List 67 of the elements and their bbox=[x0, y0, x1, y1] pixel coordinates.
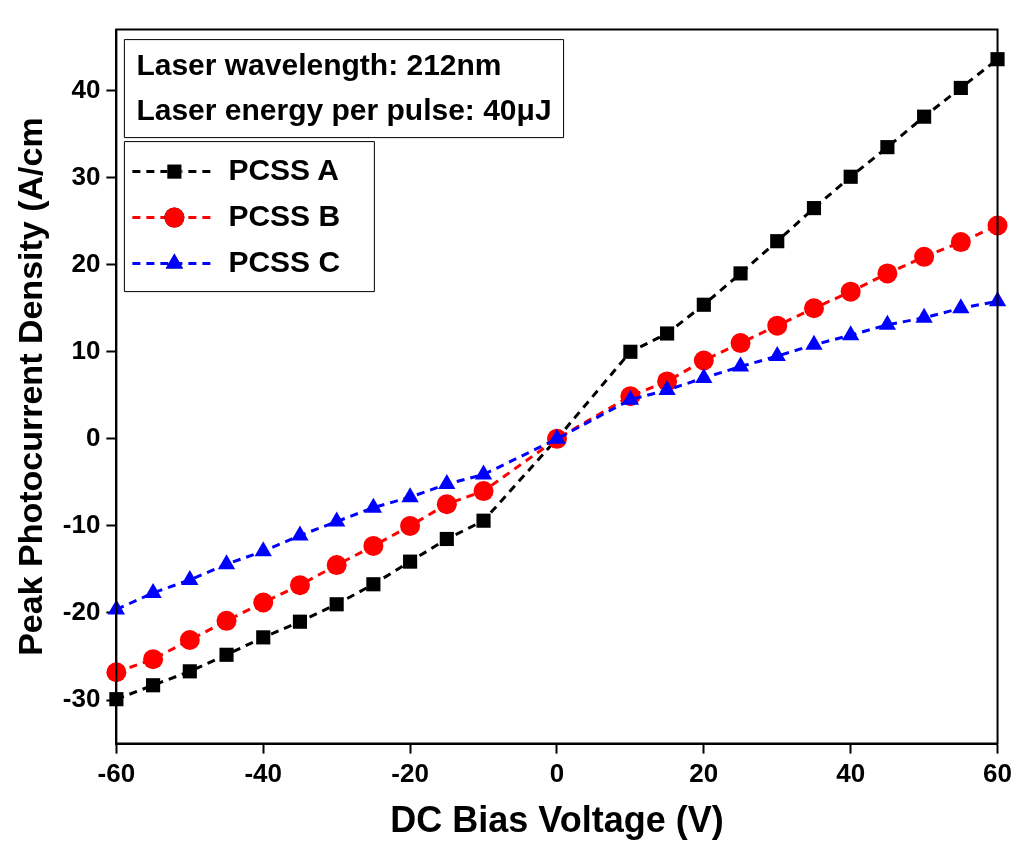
point bbox=[658, 380, 676, 396]
y-tick-label: -30 bbox=[62, 683, 101, 714]
point bbox=[216, 610, 237, 631]
point bbox=[366, 577, 381, 592]
annotation: Laser energy per pulse: 40μJ bbox=[136, 92, 552, 126]
x-tick-label: 40 bbox=[836, 758, 866, 789]
y-tick-label: -10 bbox=[62, 509, 101, 540]
point bbox=[768, 346, 786, 362]
point bbox=[880, 140, 895, 155]
point bbox=[146, 678, 161, 693]
y-tick-label: 40 bbox=[71, 73, 101, 104]
legend-label: PCSS A bbox=[228, 152, 339, 186]
point bbox=[438, 474, 456, 490]
point bbox=[806, 201, 822, 216]
y-tick-label: 20 bbox=[71, 247, 101, 278]
point bbox=[289, 575, 310, 596]
y-tick-label: 0 bbox=[85, 422, 101, 453]
point bbox=[292, 614, 308, 629]
point bbox=[254, 541, 272, 557]
point bbox=[840, 281, 861, 302]
point bbox=[363, 535, 384, 556]
point bbox=[436, 494, 457, 515]
point bbox=[660, 326, 675, 341]
point bbox=[803, 298, 824, 319]
x-tick-label: 20 bbox=[689, 758, 719, 789]
point bbox=[182, 664, 197, 679]
point bbox=[253, 592, 274, 613]
legend-label: PCSS C bbox=[228, 244, 341, 278]
y-tick-label: 30 bbox=[71, 160, 101, 191]
x-tick-label: 0 bbox=[549, 758, 565, 789]
point bbox=[770, 234, 785, 249]
point bbox=[400, 515, 421, 536]
y-axis-title: Peak Photocurrent Density (A/cm bbox=[10, 117, 49, 656]
annotation: Laser wavelength: 212nm bbox=[136, 47, 502, 81]
x-tick-label: -20 bbox=[391, 758, 429, 789]
point bbox=[990, 52, 1005, 67]
point bbox=[219, 647, 234, 662]
point bbox=[329, 597, 344, 612]
point bbox=[403, 554, 418, 569]
x-tick-label: -40 bbox=[244, 758, 283, 789]
point bbox=[730, 333, 751, 354]
x-axis-title: DC Bias Voltage (V) bbox=[390, 799, 724, 841]
y-tick-label: 10 bbox=[71, 334, 101, 365]
point bbox=[953, 80, 968, 96]
point bbox=[473, 481, 494, 502]
point bbox=[767, 315, 788, 336]
point bbox=[917, 109, 932, 124]
point bbox=[950, 232, 971, 253]
point bbox=[439, 531, 454, 547]
x-tick-label: 60 bbox=[983, 758, 1012, 789]
point bbox=[623, 344, 638, 359]
point bbox=[179, 629, 200, 650]
point bbox=[143, 649, 164, 670]
point bbox=[217, 554, 236, 570]
point bbox=[693, 350, 714, 371]
point bbox=[843, 169, 858, 184]
point bbox=[696, 297, 711, 312]
point bbox=[476, 513, 491, 528]
point bbox=[733, 266, 748, 281]
point bbox=[326, 555, 347, 576]
point bbox=[401, 487, 419, 503]
x-tick-label: -60 bbox=[97, 758, 136, 789]
point bbox=[914, 246, 935, 267]
point bbox=[256, 630, 271, 645]
legend-label: PCSS B bbox=[228, 198, 341, 232]
y-tick-label: -20 bbox=[62, 596, 101, 627]
point bbox=[877, 263, 898, 284]
